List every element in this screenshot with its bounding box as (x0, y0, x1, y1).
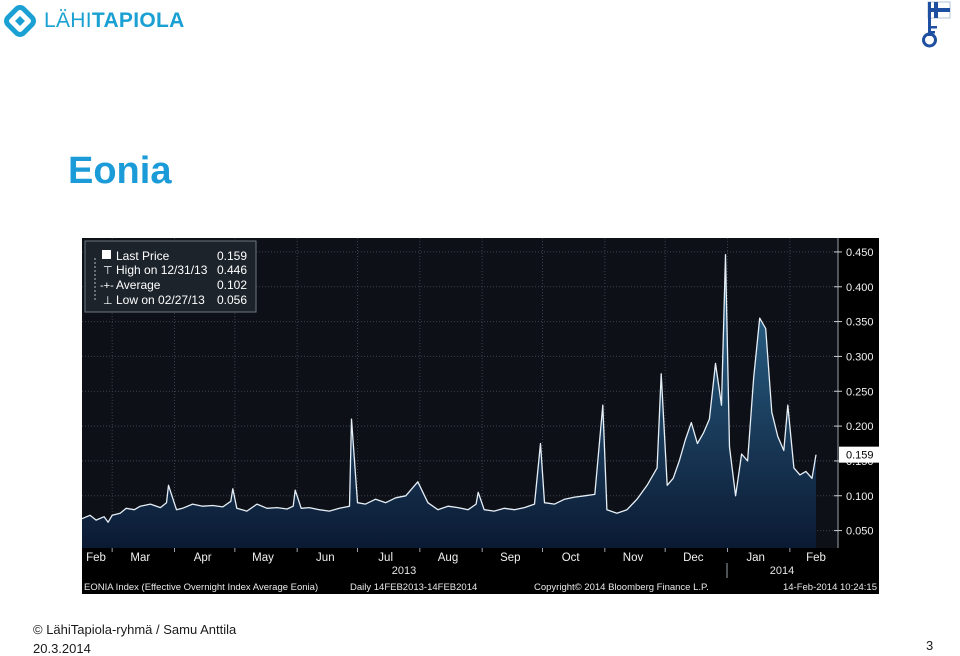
last-price-tag-label: 0.159 (846, 450, 874, 462)
slide-title: Eonia (68, 150, 172, 192)
y-tick-label: 0.100 (846, 491, 874, 503)
brand-name: LÄHITAPIOLA (44, 9, 185, 33)
last-price-tag (839, 446, 879, 463)
x-tick-label: Jan (746, 552, 765, 564)
y-tick-layer: 0.0500.1000.1500.2000.2500.3000.3500.400… (834, 247, 879, 538)
year-label-2013: 2013 (392, 565, 416, 577)
x-axis-panel (82, 548, 879, 578)
y-tick-label: 0.350 (846, 317, 874, 329)
y-tick-label: 0.450 (846, 247, 874, 259)
series-line (81, 254, 817, 523)
legend-label-last-price: Last Price (116, 249, 170, 263)
eonia-chart: 0.0500.1000.1500.2000.2500.3000.3500.400… (81, 238, 879, 594)
x-tick-layer: Feb Mar Apr May Jun Jul Aug Sep Oct Nov Dec Jan Feb (86, 548, 826, 564)
legend-label-low: Low on 02/27/13 (116, 293, 205, 307)
date-range: Daily 14FEB2013-14FEB2014 (350, 582, 477, 593)
index-description: EONIA Index (Effective Overnight Index A… (84, 582, 318, 593)
x-tick-label: Oct (562, 552, 581, 564)
x-tick-label: Apr (194, 552, 212, 564)
legend-value-low: 0.056 (217, 293, 247, 307)
x-tick-label: Mar (130, 552, 150, 564)
legend-label-high: High on 12/31/13 (116, 263, 208, 277)
legend-value-average: 0.102 (217, 278, 247, 292)
area-layer (81, 254, 817, 548)
x-tick-label: Nov (623, 552, 644, 564)
legend-background (84, 240, 257, 313)
footer-copyright: © LähiTapiola-ryhmä / Samu Anttila (33, 622, 237, 637)
year-label-2014: 2014 (770, 565, 794, 577)
y-tick-label: 0.250 (846, 386, 874, 398)
footer-date: 20.3.2014 (33, 641, 91, 656)
brand-name-bold: TAPIOLA (91, 9, 185, 32)
bloomberg-copyright: Copyright© 2014 Bloomberg Finance L.P. (534, 582, 709, 593)
y-tick-label: 0.300 (846, 351, 874, 363)
y-axis-panel (838, 238, 879, 548)
x-tick-label: Jun (316, 552, 335, 564)
y-tick-label: 0.050 (846, 526, 874, 538)
legend-value-last-price: 0.159 (217, 249, 247, 263)
bottom-bar (82, 578, 879, 594)
x-tick-label: May (252, 552, 274, 564)
legend-average-icon: -+- (100, 280, 114, 292)
x-tick-label: Aug (438, 552, 458, 564)
chart-svg: 0.0500.1000.1500.2000.2500.3000.3500.400… (81, 238, 879, 594)
legend-high-icon: ⊤ (103, 265, 113, 277)
x-tick-label: Jul (378, 552, 393, 564)
legend-label-average: Average (116, 278, 161, 292)
x-tick-label: Dec (683, 552, 704, 564)
lahitapiola-logo: LÄHITAPIOLA (0, 0, 185, 42)
timestamp: 14-Feb-2014 10:24:15 (783, 582, 877, 593)
x-tick-label: Feb (86, 552, 106, 564)
brand-name-light: LÄHI (44, 9, 92, 32)
y-tick-label: 0.400 (846, 282, 874, 294)
legend-last-price-icon (102, 250, 111, 259)
series-area (82, 254, 816, 548)
x-tick-label: Feb (806, 552, 826, 564)
flag-key-icon (922, 1, 951, 48)
legend-low-icon: ⊥ (103, 295, 113, 307)
legend-box: Last Price 0.159 ⊤ High on 12/31/13 0.44… (84, 240, 257, 313)
legend-value-high: 0.446 (217, 263, 247, 277)
page-number: 3 (926, 638, 934, 653)
y-tick-label: 0.200 (846, 421, 874, 433)
lahitapiola-emblem-icon (4, 5, 36, 37)
x-tick-label: Sep (500, 552, 520, 564)
